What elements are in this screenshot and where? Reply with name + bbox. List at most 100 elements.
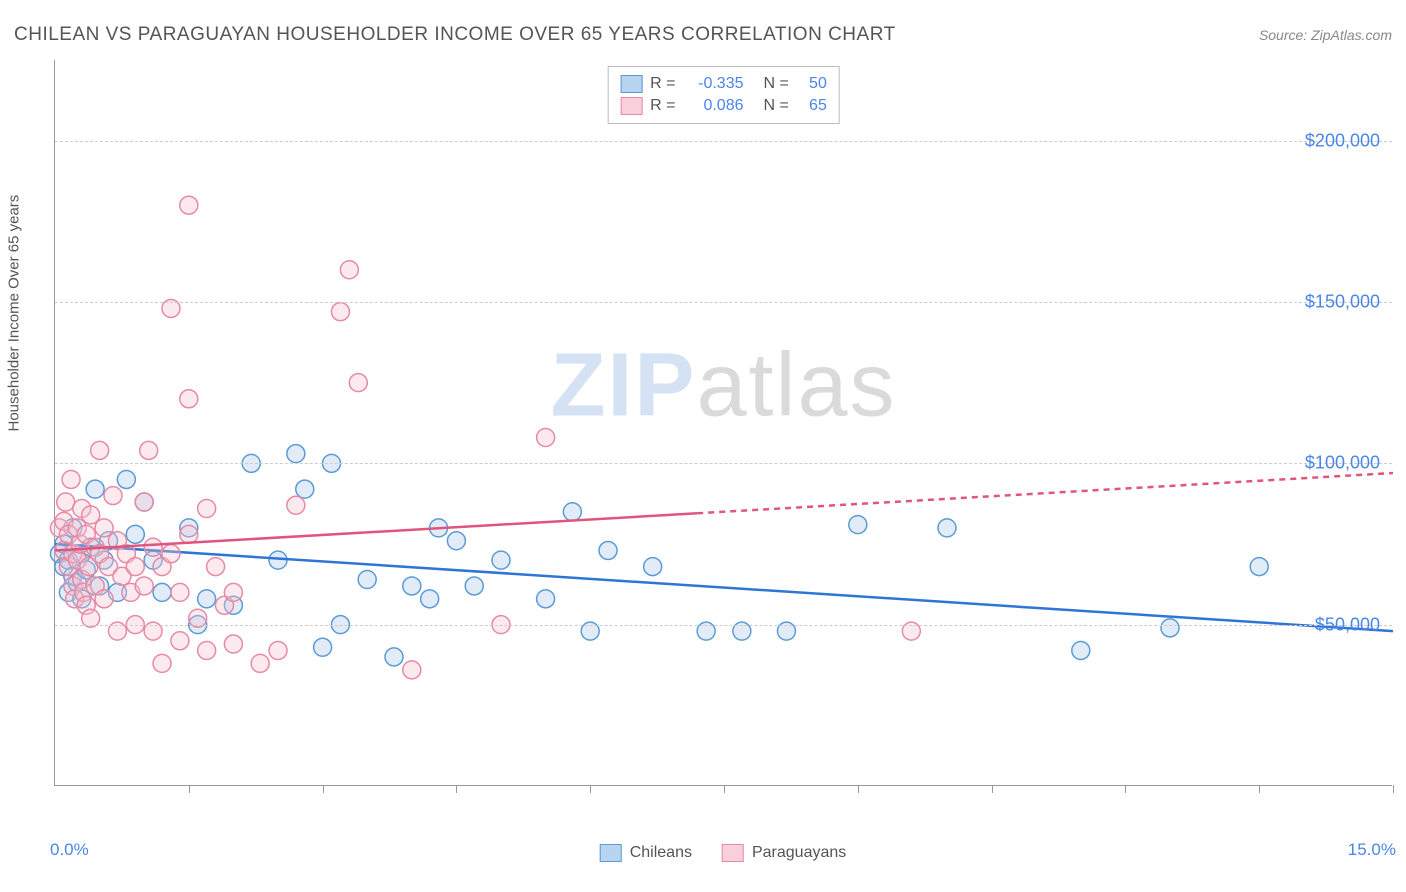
- legend-r-label: R =: [650, 97, 675, 115]
- legend-swatch: [620, 97, 642, 115]
- x-tick: [590, 785, 591, 793]
- data-point: [537, 590, 555, 608]
- data-point: [224, 583, 242, 601]
- data-point: [180, 196, 198, 214]
- trend-line-dashed: [697, 473, 1393, 513]
- data-point: [198, 590, 216, 608]
- data-point: [140, 441, 158, 459]
- data-point: [135, 493, 153, 511]
- data-point: [171, 583, 189, 601]
- y-tick-label: $200,000: [1305, 130, 1380, 151]
- data-point: [287, 496, 305, 514]
- data-point: [296, 480, 314, 498]
- trend-line: [55, 544, 1393, 631]
- legend-n-value: 65: [797, 97, 827, 115]
- legend-n-label: N =: [764, 75, 789, 93]
- data-point: [91, 441, 109, 459]
- legend-stats: R =-0.335N =50R =0.086N =65: [607, 66, 840, 124]
- x-tick: [1259, 785, 1260, 793]
- scatter-svg: [55, 60, 1393, 786]
- data-point: [349, 374, 367, 392]
- data-point: [224, 635, 242, 653]
- data-point: [57, 493, 75, 511]
- data-point: [95, 590, 113, 608]
- data-point: [180, 390, 198, 408]
- data-point: [563, 503, 581, 521]
- legend-swatch: [620, 75, 642, 93]
- chart-header: CHILEAN VS PARAGUAYAN HOUSEHOLDER INCOME…: [14, 24, 1392, 46]
- y-tick-label: $50,000: [1315, 614, 1380, 635]
- y-axis-label: Householder Income Over 65 years: [6, 195, 23, 432]
- data-point: [537, 429, 555, 447]
- data-point: [153, 654, 171, 672]
- gridline: [55, 463, 1392, 464]
- x-tick: [1393, 785, 1394, 793]
- x-tick: [992, 785, 993, 793]
- data-point: [287, 445, 305, 463]
- legend-r-value: 0.086: [684, 97, 744, 115]
- gridline: [55, 625, 1392, 626]
- gridline: [55, 141, 1392, 142]
- data-point: [1250, 558, 1268, 576]
- data-point: [86, 480, 104, 498]
- data-point: [849, 516, 867, 534]
- data-point: [465, 577, 483, 595]
- data-point: [644, 558, 662, 576]
- x-axis-max-label: 15.0%: [1348, 840, 1396, 860]
- legend-stat-row: R =-0.335N =50: [620, 73, 827, 95]
- x-tick: [858, 785, 859, 793]
- data-point: [358, 570, 376, 588]
- x-tick: [724, 785, 725, 793]
- data-point: [251, 654, 269, 672]
- legend-r-label: R =: [650, 75, 675, 93]
- y-tick-label: $150,000: [1305, 292, 1380, 313]
- data-point: [171, 632, 189, 650]
- x-tick: [1125, 785, 1126, 793]
- data-point: [492, 551, 510, 569]
- legend-series-item: Paraguayans: [722, 844, 846, 862]
- data-point: [314, 638, 332, 656]
- data-point: [1161, 619, 1179, 637]
- x-axis-min-label: 0.0%: [50, 840, 89, 860]
- x-tick: [323, 785, 324, 793]
- legend-n-value: 50: [797, 75, 827, 93]
- legend-swatch: [722, 844, 744, 862]
- data-point: [117, 470, 135, 488]
- data-point: [207, 558, 225, 576]
- data-point: [62, 470, 80, 488]
- data-point: [385, 648, 403, 666]
- chart-area: Householder Income Over 65 years ZIPatla…: [54, 60, 1392, 830]
- chart-title: CHILEAN VS PARAGUAYAN HOUSEHOLDER INCOME…: [14, 24, 896, 46]
- data-point: [153, 583, 171, 601]
- data-point: [403, 661, 421, 679]
- data-point: [104, 487, 122, 505]
- legend-series: Chileans Paraguayans: [600, 844, 847, 862]
- data-point: [331, 303, 349, 321]
- x-tick: [189, 785, 190, 793]
- data-point: [198, 641, 216, 659]
- legend-series-label: Chileans: [630, 844, 692, 862]
- chart-source: Source: ZipAtlas.com: [1259, 27, 1392, 43]
- data-point: [1072, 641, 1090, 659]
- data-point: [269, 641, 287, 659]
- data-point: [126, 558, 144, 576]
- legend-swatch: [600, 844, 622, 862]
- data-point: [135, 577, 153, 595]
- legend-stat-row: R = 0.086 N = 65: [620, 95, 827, 117]
- data-point: [421, 590, 439, 608]
- data-point: [198, 500, 216, 518]
- data-point: [340, 261, 358, 279]
- data-point: [447, 532, 465, 550]
- x-tick: [456, 785, 457, 793]
- data-point: [126, 525, 144, 543]
- y-tick-label: $100,000: [1305, 453, 1380, 474]
- data-point: [403, 577, 421, 595]
- data-point: [599, 541, 617, 559]
- legend-n-label: N =: [764, 97, 789, 115]
- legend-series-label: Paraguayans: [752, 844, 846, 862]
- plot-region: ZIPatlas R =-0.335N =50R =0.086N =65 $50…: [54, 60, 1392, 786]
- data-point: [180, 525, 198, 543]
- data-point: [938, 519, 956, 537]
- data-point: [144, 538, 162, 556]
- data-point: [162, 545, 180, 563]
